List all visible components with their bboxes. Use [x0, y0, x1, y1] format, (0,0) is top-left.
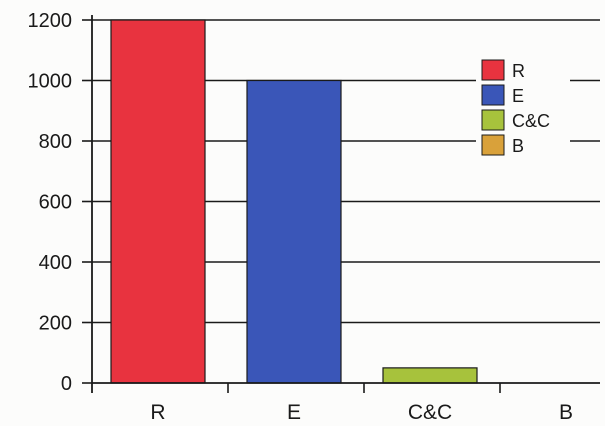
y-tick-label: 200 [39, 313, 72, 335]
x-tick-label: C&C [408, 401, 452, 424]
x-tick-label: E [287, 401, 301, 424]
legend-swatch [481, 59, 505, 81]
bar-r [110, 19, 206, 384]
legend-swatch [481, 134, 505, 156]
legend-label: C&C [512, 111, 550, 131]
y-tick-label: 400 [39, 252, 72, 274]
bar-e [246, 79, 342, 384]
y-tick-label: 800 [39, 131, 72, 153]
y-tick-label: 1200 [28, 10, 73, 32]
y-tick-label: 600 [39, 192, 72, 214]
legend-label: E [512, 86, 524, 106]
legend: RE C&C B [476, 56, 570, 160]
x-tick-label: R [150, 401, 165, 424]
legend-swatch [481, 84, 505, 106]
legend-label: B [512, 136, 524, 156]
y-tick-label: 1000 [28, 71, 73, 93]
legend-label: R [512, 61, 525, 81]
x-tick-label: B [559, 401, 573, 424]
bars [110, 19, 478, 384]
y-tick-label: 0 [61, 373, 72, 395]
legend-swatch [481, 109, 505, 131]
bar-c-c [382, 367, 478, 384]
